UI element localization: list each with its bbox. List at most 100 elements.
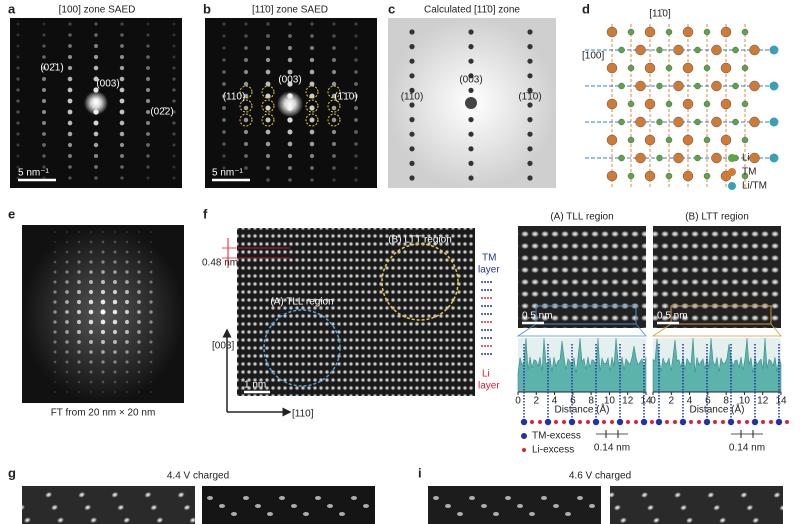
atom-dot bbox=[520, 418, 528, 426]
spot bbox=[119, 120, 125, 126]
atom-dot bbox=[689, 420, 693, 424]
spot bbox=[41, 98, 47, 104]
spot bbox=[331, 105, 337, 111]
label: 0.14 nm bbox=[729, 443, 765, 454]
spot bbox=[527, 131, 533, 137]
spot bbox=[315, 496, 321, 500]
spot bbox=[527, 29, 533, 35]
spot bbox=[332, 46, 336, 50]
spot bbox=[119, 109, 125, 115]
panel-title: Calculated [11̄0] zone bbox=[424, 5, 520, 16]
atom bbox=[656, 46, 663, 54]
atom bbox=[703, 28, 711, 36]
spot bbox=[309, 117, 315, 123]
spot bbox=[65, 320, 69, 324]
spot bbox=[565, 512, 571, 516]
atom-dot bbox=[727, 418, 735, 426]
spot bbox=[222, 118, 226, 122]
spot bbox=[255, 504, 261, 508]
atom bbox=[694, 46, 701, 54]
spot bbox=[125, 390, 129, 394]
atom-dot bbox=[679, 418, 687, 426]
spot bbox=[119, 98, 125, 104]
spot bbox=[65, 250, 69, 254]
spot bbox=[125, 280, 129, 284]
spot bbox=[409, 117, 415, 123]
spot bbox=[112, 319, 118, 325]
spot bbox=[149, 310, 153, 314]
atom bbox=[673, 116, 684, 128]
spot bbox=[94, 165, 98, 169]
highlight-circle bbox=[327, 99, 341, 113]
spot bbox=[101, 370, 105, 374]
spot bbox=[222, 22, 226, 26]
spot bbox=[16, 77, 20, 81]
panel-letter: g bbox=[8, 465, 16, 480]
label: 12 bbox=[622, 396, 634, 407]
spot bbox=[67, 109, 73, 115]
spot bbox=[409, 58, 415, 64]
spot bbox=[207, 496, 213, 500]
atom-dot bbox=[634, 420, 638, 424]
spot bbox=[149, 270, 153, 274]
atom-dot bbox=[737, 420, 741, 424]
label: Li/TM bbox=[742, 181, 767, 192]
atom bbox=[656, 82, 663, 90]
atom-dot bbox=[626, 420, 630, 424]
spot bbox=[113, 270, 117, 274]
atom bbox=[732, 82, 739, 90]
atom bbox=[635, 116, 646, 128]
label: [110] bbox=[292, 409, 314, 420]
panel-letter: d bbox=[582, 1, 590, 16]
atom-dot bbox=[751, 418, 759, 426]
spot bbox=[53, 270, 57, 274]
spot bbox=[53, 300, 57, 304]
spot bbox=[137, 380, 141, 384]
spot bbox=[468, 73, 474, 79]
spot bbox=[125, 340, 129, 344]
spot bbox=[94, 33, 98, 37]
spot bbox=[68, 165, 72, 169]
spot bbox=[288, 34, 292, 38]
spot bbox=[65, 280, 69, 284]
spot bbox=[577, 496, 583, 500]
spot bbox=[53, 370, 57, 374]
spot bbox=[354, 106, 358, 110]
roi-link bbox=[651, 323, 782, 337]
spot bbox=[67, 76, 73, 82]
legend-marker bbox=[521, 433, 527, 439]
spot bbox=[113, 360, 117, 364]
spot bbox=[149, 390, 153, 394]
spot bbox=[93, 76, 99, 82]
spot bbox=[93, 120, 99, 126]
spot bbox=[172, 99, 176, 103]
spot bbox=[77, 290, 81, 294]
spot bbox=[89, 260, 93, 264]
spot bbox=[77, 350, 81, 354]
atom bbox=[732, 118, 739, 126]
spot bbox=[265, 129, 271, 135]
atom-dot bbox=[697, 420, 701, 424]
label: 0.5 nm bbox=[522, 311, 553, 322]
spot bbox=[244, 22, 248, 26]
spot bbox=[65, 270, 69, 274]
label: 10 bbox=[739, 396, 751, 407]
spot bbox=[172, 121, 176, 125]
label: 0 bbox=[650, 396, 656, 407]
spot bbox=[120, 176, 124, 180]
spot bbox=[265, 69, 271, 75]
atom bbox=[769, 45, 779, 55]
spot bbox=[146, 55, 150, 59]
spot bbox=[172, 110, 176, 114]
atom bbox=[703, 136, 711, 144]
atom-dot bbox=[554, 420, 558, 424]
atom bbox=[769, 117, 779, 127]
spot bbox=[468, 131, 474, 137]
spot bbox=[266, 22, 270, 26]
atom bbox=[741, 28, 749, 36]
label: 6 bbox=[705, 396, 711, 407]
atom-dot bbox=[703, 418, 711, 426]
spot bbox=[287, 117, 293, 123]
spot bbox=[146, 143, 150, 147]
